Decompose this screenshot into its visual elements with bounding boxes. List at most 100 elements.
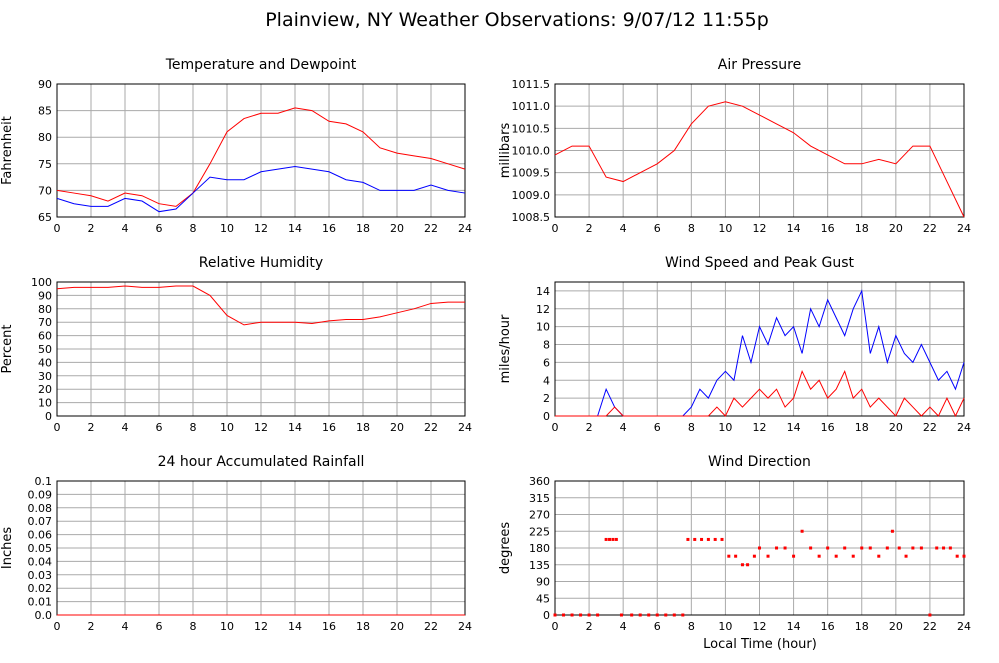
- x-tick-label: 10: [220, 222, 234, 235]
- x-tick-label: 22: [923, 222, 937, 235]
- point: [890, 529, 894, 533]
- x-tick-label: 22: [923, 421, 937, 434]
- x-tick-label: 2: [88, 222, 95, 235]
- x-tick-label: 14: [787, 620, 801, 633]
- y-tick-label: 1009.0: [512, 189, 551, 202]
- point: [740, 563, 744, 567]
- point: [720, 537, 724, 541]
- series-line: [56, 165, 466, 213]
- x-tick-label: 2: [586, 421, 593, 434]
- x-tick-label: 0: [54, 421, 61, 434]
- x-tick-label: 10: [220, 620, 234, 633]
- y-tick-label: 70: [38, 316, 52, 329]
- x-tick-label: 20: [889, 421, 903, 434]
- y-tick-label: 0.01: [28, 596, 53, 609]
- plot-frame: [554, 281, 965, 417]
- point: [647, 613, 651, 617]
- y-tick-label: 1009.5: [512, 167, 551, 180]
- x-tick-label: 4: [122, 222, 129, 235]
- y-tick-label: 2: [543, 392, 550, 405]
- point: [608, 537, 612, 541]
- x-tick-label: 24: [957, 421, 971, 434]
- x-tick-label: 4: [620, 620, 627, 633]
- point: [904, 554, 908, 558]
- x-tick-label: 18: [855, 222, 869, 235]
- x-tick-label: 12: [753, 620, 767, 633]
- point: [962, 554, 966, 558]
- point: [919, 546, 923, 550]
- x-tick-label: 18: [855, 620, 869, 633]
- point: [713, 537, 717, 541]
- point: [809, 546, 813, 550]
- point: [826, 546, 830, 550]
- y-axis-label: Inches: [0, 527, 15, 569]
- x-tick-label: 4: [122, 421, 129, 434]
- point: [700, 537, 704, 541]
- chart-title: Wind Direction: [708, 454, 811, 470]
- point: [734, 554, 738, 558]
- x-tick-label: 18: [356, 421, 370, 434]
- y-tick-label: 60: [38, 330, 52, 343]
- x-tick-label: 10: [220, 421, 234, 434]
- x-tick-label: 0: [552, 222, 559, 235]
- x-tick-label: 2: [586, 620, 593, 633]
- point: [664, 613, 668, 617]
- point: [638, 613, 642, 617]
- y-tick-label: 10: [536, 321, 550, 334]
- y-tick-label: 4: [543, 374, 550, 387]
- point: [928, 613, 932, 617]
- point: [686, 537, 690, 541]
- point: [868, 546, 872, 550]
- chart-title: Air Pressure: [718, 57, 801, 73]
- point: [614, 537, 618, 541]
- x-tick-label: 14: [288, 620, 302, 633]
- point: [766, 554, 770, 558]
- x-tick-label: 12: [254, 222, 268, 235]
- x-tick-label: 8: [688, 620, 695, 633]
- y-tick-label: 0.05: [28, 542, 53, 555]
- point: [752, 554, 756, 558]
- point: [935, 546, 939, 550]
- plot-frame: [554, 83, 965, 218]
- point: [681, 613, 685, 617]
- x-tick-label: 6: [654, 620, 661, 633]
- point: [843, 546, 847, 550]
- y-tick-label: 0: [543, 410, 550, 423]
- x-tick-label: 8: [688, 421, 695, 434]
- series-line: [555, 369, 965, 418]
- x-tick-label: 8: [688, 222, 695, 235]
- y-axis-label: Fahrenheit: [0, 116, 15, 185]
- x-tick-label: 2: [586, 222, 593, 235]
- point: [672, 613, 676, 617]
- x-tick-label: 18: [356, 620, 370, 633]
- y-tick-label: 70: [38, 184, 52, 197]
- x-tick-label: 4: [122, 620, 129, 633]
- x-tick-label: 24: [458, 222, 472, 235]
- point: [746, 563, 750, 567]
- plot-frame: [554, 480, 965, 616]
- page-title: Plainview, NY Weather Observations: 9/07…: [265, 9, 769, 31]
- x-tick-label: 16: [821, 421, 835, 434]
- point: [579, 613, 583, 617]
- y-tick-label: 0.0: [35, 609, 53, 622]
- point: [851, 554, 855, 558]
- x-tick-label: 6: [156, 421, 163, 434]
- point: [587, 613, 591, 617]
- y-tick-label: 0.06: [28, 529, 53, 542]
- y-tick-label: 90: [38, 289, 52, 302]
- x-tick-label: 24: [458, 421, 472, 434]
- point: [897, 546, 901, 550]
- y-tick-label: 1011.5: [512, 78, 551, 91]
- y-tick-label: 85: [38, 105, 52, 118]
- point: [553, 613, 557, 617]
- x-tick-label: 10: [718, 421, 732, 434]
- y-tick-label: 10: [38, 397, 52, 410]
- x-tick-label: 16: [322, 222, 336, 235]
- x-tick-label: 6: [156, 222, 163, 235]
- x-tick-label: 2: [88, 421, 95, 434]
- point: [834, 554, 838, 558]
- x-tick-label: 20: [390, 421, 404, 434]
- point: [611, 537, 615, 541]
- x-tick-label: 6: [654, 222, 661, 235]
